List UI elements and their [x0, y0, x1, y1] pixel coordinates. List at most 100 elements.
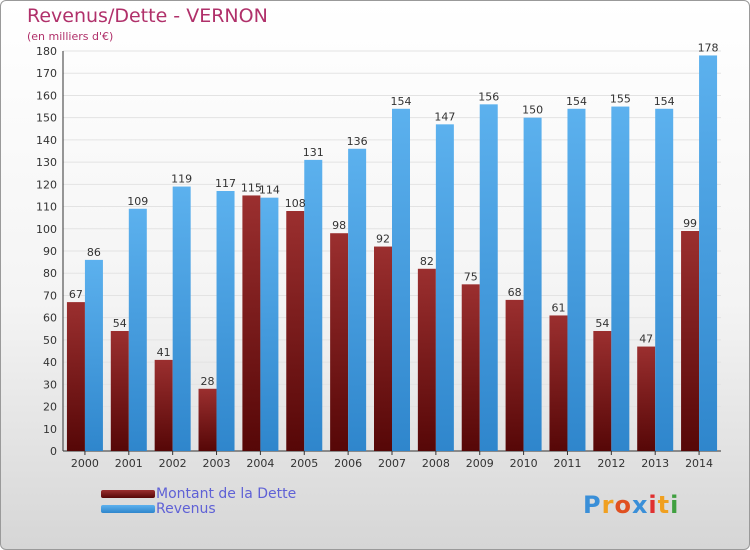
x-tick-label: 2001 — [115, 457, 143, 470]
bar-dette — [374, 246, 392, 451]
y-tick-label: 100 — [36, 223, 57, 236]
y-tick-label: 50 — [43, 334, 57, 347]
bar-dette — [154, 359, 173, 451]
data-label-dette: 92 — [376, 233, 390, 246]
y-tick-label: 10 — [43, 423, 57, 436]
x-tick-label: 2011 — [553, 457, 581, 470]
data-label-dette: 67 — [69, 288, 83, 301]
bar-revenus — [304, 159, 323, 451]
data-label-dette: 47 — [639, 333, 653, 346]
bar-dette — [286, 211, 305, 451]
data-label-revenus: 155 — [610, 93, 631, 106]
bar-dette — [417, 268, 436, 451]
bar-dette — [505, 299, 524, 451]
x-tick-label: 2009 — [466, 457, 494, 470]
data-label-revenus: 117 — [215, 177, 236, 190]
bar-revenus — [84, 259, 103, 451]
data-label-dette: 54 — [113, 317, 127, 330]
data-label-dette: 61 — [551, 301, 565, 314]
data-label-dette: 115 — [241, 181, 262, 194]
x-tick-label: 2007 — [378, 457, 406, 470]
x-tick-label: 2006 — [334, 457, 362, 470]
bar-revenus — [216, 191, 235, 451]
y-tick-label: 40 — [43, 356, 57, 369]
x-tick-label: 2012 — [597, 457, 625, 470]
logo-letter: i — [670, 491, 680, 519]
bar-dette — [242, 195, 261, 451]
logo-letter: r — [601, 491, 615, 519]
data-label-revenus: 109 — [127, 195, 148, 208]
x-tick-label: 2002 — [159, 457, 187, 470]
y-tick-label: 90 — [43, 245, 57, 258]
bar-revenus — [655, 108, 674, 452]
data-label-revenus: 147 — [434, 110, 455, 123]
y-tick-label: 30 — [43, 378, 57, 391]
bar-dette — [461, 284, 480, 451]
y-tick-label: 20 — [43, 401, 57, 414]
bar-dette — [549, 315, 568, 451]
x-tick-label: 2010 — [510, 457, 538, 470]
data-label-dette: 98 — [332, 219, 346, 232]
bar-dette — [593, 331, 612, 451]
bar-revenus — [128, 208, 147, 451]
bar-dette — [681, 231, 700, 451]
data-label-revenus: 154 — [391, 95, 412, 108]
bar-revenus — [435, 124, 454, 451]
bar-revenus — [348, 148, 367, 451]
logo-letter: P — [583, 491, 602, 519]
data-label-revenus: 119 — [171, 173, 192, 186]
x-tick-label: 2014 — [685, 457, 713, 470]
chart-title: Revenus/Dette - VERNON — [27, 5, 268, 27]
y-tick-label: 0 — [50, 445, 57, 458]
data-label-dette: 99 — [683, 217, 697, 230]
y-tick-label: 80 — [43, 267, 57, 280]
y-tick-label: 140 — [36, 134, 57, 147]
data-label-dette: 75 — [464, 270, 478, 283]
data-label-revenus: 150 — [522, 104, 543, 117]
data-label-revenus: 131 — [303, 146, 324, 159]
chart-subtitle: (en milliers d'€) — [27, 30, 114, 43]
bar-dette — [110, 331, 129, 451]
bar-revenus — [260, 197, 279, 451]
data-label-revenus: 154 — [654, 95, 675, 108]
y-tick-label: 150 — [36, 112, 57, 125]
x-tick-label: 2008 — [422, 457, 450, 470]
y-tick-label: 70 — [43, 289, 57, 302]
data-label-dette: 54 — [595, 317, 609, 330]
x-tick-label: 2013 — [641, 457, 669, 470]
bar-dette — [198, 388, 217, 451]
legend-swatch-debt — [101, 490, 155, 498]
data-label-revenus: 156 — [478, 90, 499, 103]
data-label-dette: 82 — [420, 255, 434, 268]
logo-letter: o — [614, 491, 632, 519]
y-tick-label: 120 — [36, 178, 57, 191]
data-label-dette: 108 — [285, 197, 306, 210]
y-tick-label: 130 — [36, 156, 57, 169]
bar-revenus — [392, 108, 410, 452]
bar-dette — [637, 346, 656, 451]
x-tick-label: 2005 — [290, 457, 318, 470]
data-label-revenus: 154 — [566, 95, 587, 108]
data-label-revenus: 86 — [87, 246, 101, 259]
y-tick-label: 160 — [36, 89, 57, 102]
data-label-revenus: 178 — [698, 41, 719, 54]
y-tick-label: 60 — [43, 312, 57, 325]
legend-label-revenus: Revenus — [156, 501, 216, 517]
bar-revenus — [567, 108, 586, 452]
data-label-dette: 41 — [157, 346, 171, 359]
bar-revenus — [523, 117, 542, 452]
x-tick-label: 2004 — [246, 457, 274, 470]
bar-revenus — [479, 104, 498, 451]
y-tick-label: 180 — [36, 45, 57, 58]
x-tick-label: 2000 — [71, 457, 99, 470]
y-tick-label: 110 — [36, 201, 57, 214]
data-label-dette: 28 — [201, 375, 215, 388]
bar-dette — [66, 302, 85, 451]
data-label-revenus: 136 — [347, 135, 368, 148]
legend-swatch-revenus — [101, 505, 155, 513]
bar-revenus — [611, 106, 630, 452]
data-label-revenus: 114 — [259, 184, 280, 197]
logo-letter: x — [631, 491, 649, 519]
